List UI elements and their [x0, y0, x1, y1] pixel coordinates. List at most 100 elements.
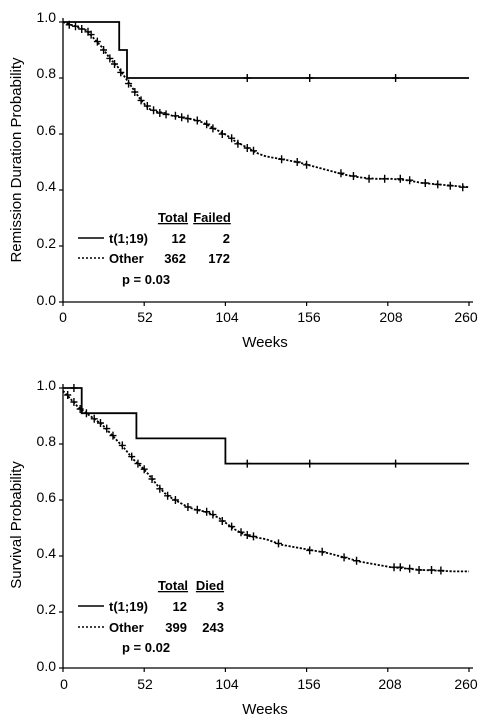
y-axis-label: Remission Duration Probability [8, 57, 25, 263]
legend-total: 12 [173, 599, 187, 614]
legend: Total Died t(1;19) 12 3 Other 399 243 p … [78, 578, 224, 655]
legend-col-total: Total [158, 578, 188, 593]
censor-mark [306, 546, 314, 555]
censor-mark [306, 74, 314, 82]
y-tick-label: 0.6 [37, 489, 57, 505]
p-value: p = 0.03 [122, 272, 170, 287]
censor-mark [437, 566, 445, 575]
legend-col-total: Total [158, 210, 188, 225]
legend-event: 243 [202, 620, 224, 635]
censor-mark [349, 172, 357, 180]
legend: Total Failed t(1;19) 12 2 Other 362 172 … [78, 210, 231, 287]
censor-mark [415, 566, 423, 574]
censor-mark [390, 563, 398, 572]
censor-mark [164, 491, 172, 500]
censor-mark [70, 384, 78, 392]
y-tick-label: 0.0 [37, 658, 57, 674]
censor-mark [365, 174, 373, 183]
censor-mark [250, 146, 258, 155]
y-tick-label: 0.2 [37, 235, 57, 251]
censor-mark [140, 465, 148, 474]
x-tick-label: 208 [378, 676, 402, 692]
censor-mark [396, 174, 404, 183]
censor-mark [131, 88, 139, 96]
censor-mark [106, 54, 114, 63]
censor-mark [406, 176, 414, 185]
censor-mark [243, 144, 251, 152]
x-tick-label: 0 [59, 309, 67, 325]
censor-mark [148, 475, 156, 483]
censor-mark [428, 566, 436, 574]
censor-mark [184, 114, 192, 123]
censor-mark [274, 539, 282, 548]
censor-mark [237, 528, 245, 537]
censor-mark [340, 553, 348, 562]
censor-mark [162, 110, 170, 119]
x-tick-label: 104 [215, 309, 239, 325]
legend-col-event: Died [196, 578, 224, 593]
legend-name: Other [109, 620, 144, 635]
censor-mark [93, 37, 101, 46]
censor-mark [193, 116, 201, 125]
y-tick-label: 0.4 [37, 178, 57, 194]
series-line-other [62, 390, 469, 573]
censor-mark [171, 111, 179, 120]
censor-mark [64, 391, 72, 399]
x-tick-label: 0 [60, 676, 68, 692]
censor-mark [134, 459, 142, 468]
censor-mark [156, 109, 164, 117]
censor-mark [209, 510, 217, 519]
censor-mark [203, 507, 211, 516]
y-tick-label: 0.8 [37, 65, 57, 81]
censor-mark [178, 113, 186, 122]
censor-mark [70, 398, 78, 406]
censor-mark [218, 517, 226, 525]
survival-chart: 0.0 0.2 0.4 0.6 0.8 1.0 0 52 104 156 208… [8, 377, 478, 718]
censor-mark [218, 130, 226, 138]
censor-mark [337, 169, 345, 178]
censor-mark [117, 68, 125, 77]
censor-mark [78, 25, 86, 33]
y-tick-label: 0.4 [37, 545, 57, 561]
censor-mark [318, 547, 326, 556]
censor-mark [103, 424, 111, 433]
censor-mark [118, 441, 126, 450]
x-tick-label: 260 [454, 309, 478, 325]
censor-mark [100, 46, 108, 54]
censor-mark [353, 556, 361, 565]
censor-mark [209, 124, 217, 133]
x-tick-label: 260 [454, 676, 478, 692]
censor-mark [171, 496, 179, 504]
series-line-t119 [63, 387, 469, 465]
censor-mark [306, 459, 314, 468]
y-axis-label: Survival Probability [8, 461, 25, 589]
censor-mark [278, 155, 286, 164]
censor-mark [193, 505, 201, 514]
censor-mark [228, 134, 236, 143]
legend-name: Other [109, 251, 144, 266]
censor-mark [184, 503, 192, 511]
censor-mark [406, 564, 414, 573]
censor-mark [446, 181, 454, 190]
x-tick-label: 52 [137, 309, 153, 325]
censor-mark [459, 183, 467, 192]
censor-mark [392, 74, 400, 82]
censor-mark [381, 174, 389, 183]
x-tick-label: 104 [215, 676, 239, 692]
remission-chart: 0.0 0.2 0.4 0.6 0.8 1.0 0 52 104 156 208… [8, 9, 478, 351]
legend-total: 12 [172, 231, 186, 246]
x-tick-label: 156 [297, 309, 321, 325]
censor-mark [392, 459, 400, 468]
y-tick-label: 1.0 [37, 377, 57, 393]
y-tick-label: 0.2 [37, 601, 57, 617]
censor-mark [87, 30, 95, 39]
censor-mark [82, 409, 90, 418]
censor-mark [96, 419, 104, 427]
censor-mark [396, 563, 404, 572]
legend-event: 172 [208, 251, 230, 266]
x-tick-label: 208 [379, 309, 403, 325]
censor-mark [71, 22, 79, 31]
censor-mark [90, 414, 98, 423]
y-tick-label: 0.6 [37, 122, 57, 138]
